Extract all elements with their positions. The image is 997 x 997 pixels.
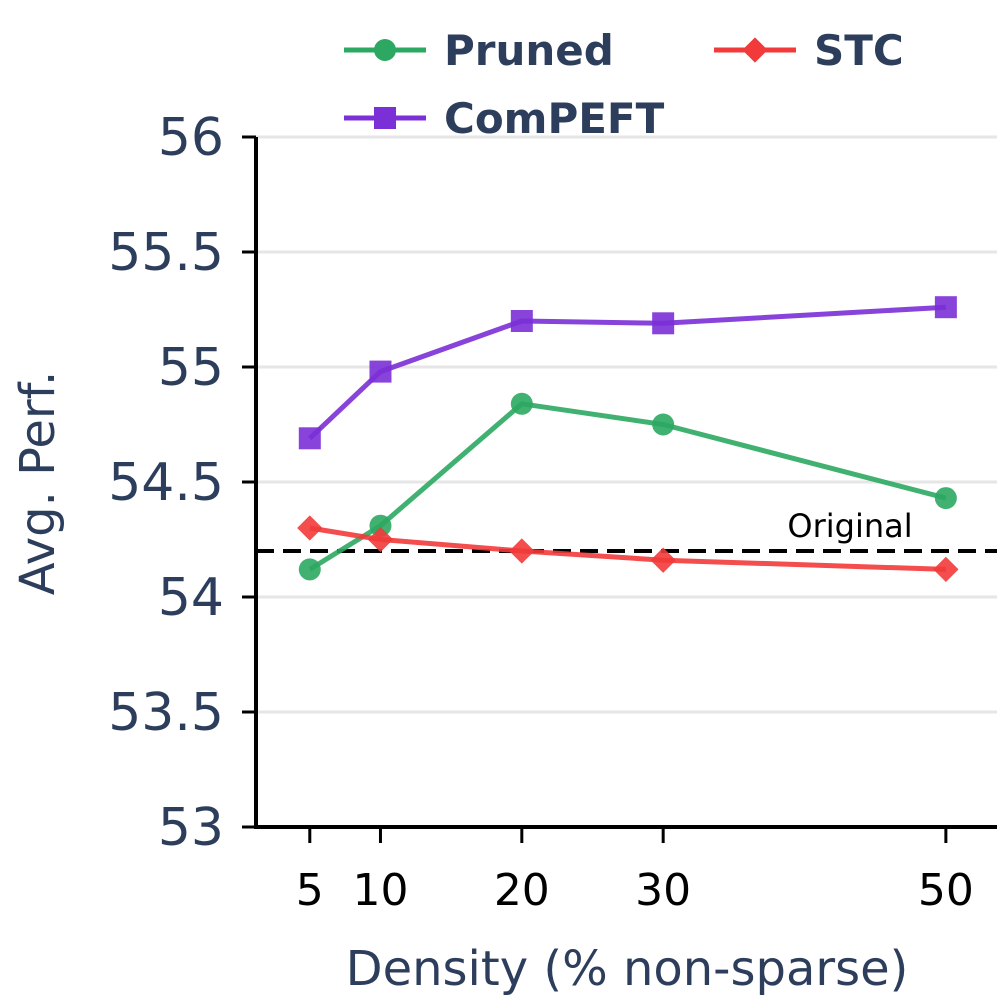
legend-label-stc: STC xyxy=(814,26,904,75)
legend-marker-compeft xyxy=(374,107,396,129)
series-pruned xyxy=(298,392,957,581)
data-point-compeft-50 xyxy=(934,296,957,319)
x-axis-label: Density (% non-sparse) xyxy=(346,941,909,997)
x-tick-label-3: 30 xyxy=(635,865,691,916)
data-point-stc-5 xyxy=(297,515,323,541)
data-point-stc-30 xyxy=(650,547,676,573)
legend: Pruned STC ComPEFT xyxy=(344,26,904,143)
y-axis-label: Avg. Perf. xyxy=(10,371,66,596)
data-point-pruned-10 xyxy=(369,514,392,537)
legend-item-compeft: ComPEFT xyxy=(344,94,665,143)
data-point-stc-50 xyxy=(933,556,959,583)
data-point-compeft-5 xyxy=(298,427,321,450)
data-point-pruned-20 xyxy=(510,392,533,415)
data-point-compeft-20 xyxy=(510,310,533,332)
data-point-stc-20 xyxy=(509,538,535,564)
y-tick-label-6: 56 xyxy=(158,108,224,168)
y-tick-label-3: 54.5 xyxy=(108,453,224,513)
data-point-compeft-10 xyxy=(369,360,392,383)
axes xyxy=(242,135,997,843)
y-tick-label-1: 53.5 xyxy=(108,683,224,743)
legend-marker-pruned xyxy=(374,39,396,61)
data-point-pruned-50 xyxy=(934,487,957,510)
reference-line-label: Original xyxy=(787,507,912,545)
tick-labels: 53 53.5 54 54.5 55 55.5 56 5 10 20 30 50 xyxy=(108,108,974,916)
y-tick-label-2: 54 xyxy=(158,568,224,628)
x-tick-label-1: 10 xyxy=(352,865,408,916)
y-tick-label-0: 53 xyxy=(158,798,224,858)
series-stc xyxy=(297,515,959,583)
legend-marker-stc xyxy=(742,37,768,63)
data-point-pruned-30 xyxy=(652,413,675,436)
legend-label-compeft: ComPEFT xyxy=(444,94,665,143)
data-point-compeft-30 xyxy=(652,312,675,335)
legend-item-pruned: Pruned xyxy=(344,26,614,75)
reference-line-group: Original xyxy=(256,507,997,553)
data-point-pruned-5 xyxy=(298,558,321,581)
y-tick-label-5: 55.5 xyxy=(108,223,224,283)
series-group xyxy=(297,296,959,583)
y-tick-label-4: 55 xyxy=(158,338,224,398)
x-tick-label-2: 20 xyxy=(494,865,550,916)
x-tick-label-0: 5 xyxy=(296,865,324,916)
series-compeft xyxy=(298,296,957,450)
legend-item-stc: STC xyxy=(714,26,904,75)
data-point-stc-10 xyxy=(367,526,394,553)
x-tick-label-4: 50 xyxy=(918,865,974,916)
legend-label-pruned: Pruned xyxy=(444,26,614,75)
